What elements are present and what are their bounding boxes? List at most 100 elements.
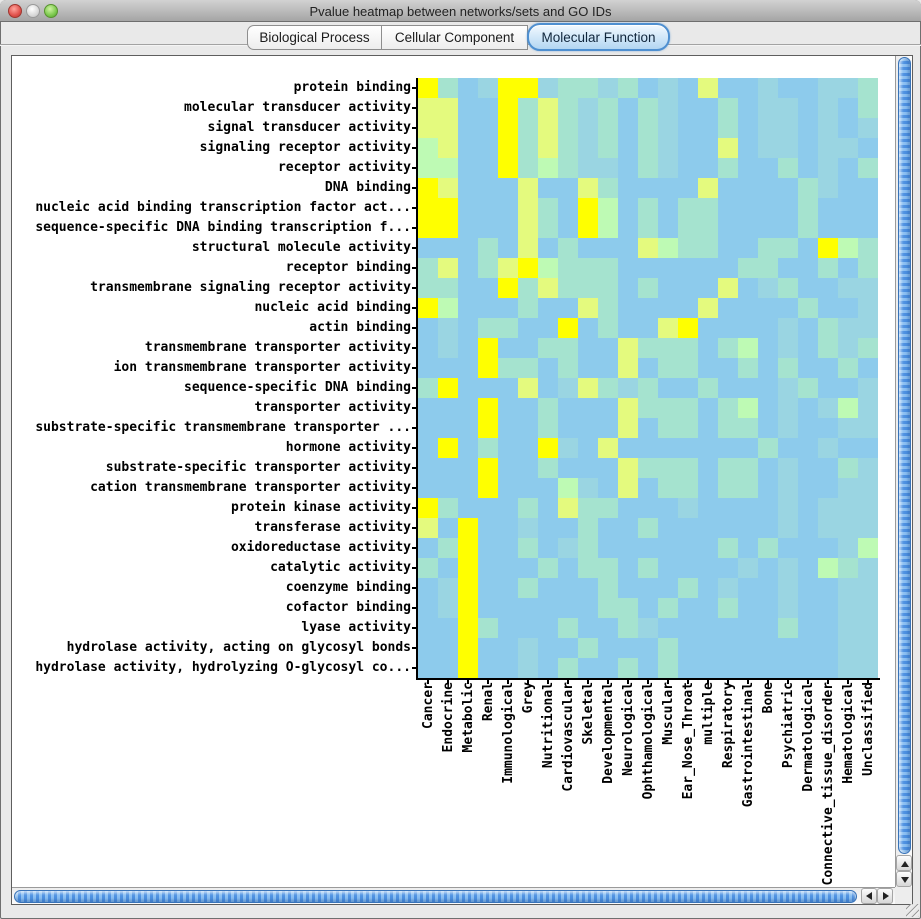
heatmap-cell xyxy=(598,358,618,378)
heatmap-cell xyxy=(798,338,818,358)
heatmap-cell xyxy=(478,198,498,218)
tab-cellular-component[interactable]: Cellular Component xyxy=(381,25,528,50)
heatmap-cell xyxy=(438,318,458,338)
heatmap-cell xyxy=(558,298,578,318)
heatmap-cell xyxy=(658,78,678,98)
heatmap-cell xyxy=(478,78,498,98)
heatmap-cell xyxy=(858,298,878,318)
heatmap-cell xyxy=(678,458,698,478)
column-tick-mark xyxy=(727,680,729,684)
heatmap-cell xyxy=(678,618,698,638)
heatmap-cell xyxy=(418,498,438,518)
heatmap-cell xyxy=(718,218,738,238)
heatmap-cell xyxy=(738,558,758,578)
column-tick-mark xyxy=(767,680,769,684)
scroll-left-button[interactable] xyxy=(861,888,877,904)
heatmap-cell xyxy=(478,438,498,458)
heatmap-cell xyxy=(718,638,738,658)
heatmap-cell xyxy=(458,558,478,578)
row-tick-mark xyxy=(412,327,416,329)
vertical-scrollbar-thumb[interactable] xyxy=(898,57,911,854)
heatmap-cell xyxy=(458,478,478,498)
row-tick-mark xyxy=(412,347,416,349)
heatmap-cell xyxy=(558,498,578,518)
heatmap-cell xyxy=(738,178,758,198)
tab-molecular-function[interactable]: Molecular Function xyxy=(527,23,670,51)
row-label: oxidoreductase activity xyxy=(230,540,411,555)
heatmap-cell xyxy=(618,658,638,678)
row-label: hydrolase activity, acting on glycosyl b… xyxy=(66,640,411,655)
heatmap-cell xyxy=(518,178,538,198)
heatmap-cell xyxy=(598,458,618,478)
heatmap-cell xyxy=(798,198,818,218)
tab-biological-process[interactable]: Biological Process xyxy=(247,25,381,50)
heatmap-cell xyxy=(538,658,558,678)
horizontal-scrollbar-track[interactable] xyxy=(12,887,895,904)
heatmap-cell xyxy=(818,558,838,578)
heatmap-cell xyxy=(538,198,558,218)
heatmap-cell xyxy=(858,478,878,498)
heatmap-cell xyxy=(518,438,538,458)
vertical-scrollbar-track[interactable] xyxy=(895,56,912,887)
heatmap-cell xyxy=(818,278,838,298)
row-tick-mark xyxy=(412,607,416,609)
heatmap-cell xyxy=(838,618,858,638)
heatmap-cell xyxy=(598,378,618,398)
scroll-down-button[interactable] xyxy=(896,871,912,887)
heatmap-cell xyxy=(778,598,798,618)
heatmap-cell xyxy=(698,338,718,358)
heatmap-cell xyxy=(438,138,458,158)
heatmap-cell xyxy=(458,198,478,218)
heatmap-cell xyxy=(458,238,478,258)
heatmap-cell xyxy=(598,398,618,418)
heatmap-cell xyxy=(858,458,878,478)
heatmap-cell xyxy=(518,578,538,598)
heatmap-cell xyxy=(478,558,498,578)
column-label: Respiratory xyxy=(721,682,736,769)
heatmap-cell xyxy=(818,658,838,678)
minimize-button[interactable] xyxy=(26,4,40,18)
heatmap-cell xyxy=(598,158,618,178)
heatmap-cell xyxy=(678,338,698,358)
heatmap-cell xyxy=(518,518,538,538)
row-tick-mark xyxy=(412,207,416,209)
column-tick-mark xyxy=(567,680,569,684)
close-button[interactable] xyxy=(8,4,22,18)
scroll-up-button[interactable] xyxy=(896,855,912,871)
horizontal-scrollbar-thumb[interactable] xyxy=(14,890,857,903)
heatmap-cell xyxy=(678,518,698,538)
heatmap-cell xyxy=(638,378,658,398)
heatmap-cell xyxy=(738,578,758,598)
heatmap-cell xyxy=(558,538,578,558)
heatmap-cell xyxy=(678,398,698,418)
heatmap-cell xyxy=(738,518,758,538)
heatmap-cell xyxy=(598,538,618,558)
y-axis-line xyxy=(416,78,418,680)
window-resize-grip[interactable] xyxy=(906,904,919,917)
heatmap-cell xyxy=(678,378,698,398)
zoom-button[interactable] xyxy=(44,4,58,18)
heatmap-cell xyxy=(538,118,558,138)
heatmap-cell xyxy=(818,318,838,338)
title-bar[interactable]: Pvalue heatmap between networks/sets and… xyxy=(0,0,921,22)
scroll-right-button[interactable] xyxy=(877,888,893,904)
heatmap-cell xyxy=(438,198,458,218)
heatmap-cell xyxy=(598,98,618,118)
heatmap-cell xyxy=(518,238,538,258)
heatmap-cell xyxy=(698,618,718,638)
heatmap-cell xyxy=(838,178,858,198)
heatmap-cell xyxy=(578,638,598,658)
heatmap-cell xyxy=(538,378,558,398)
heatmap-cell xyxy=(718,178,738,198)
heatmap-cell xyxy=(658,578,678,598)
heatmap-cell xyxy=(858,378,878,398)
heatmap-cell xyxy=(738,398,758,418)
heatmap-cell xyxy=(598,498,618,518)
heatmap-cell xyxy=(798,478,818,498)
heatmap-cell xyxy=(678,118,698,138)
heatmap-cell xyxy=(578,198,598,218)
column-tick-mark xyxy=(827,680,829,684)
heatmap-cell xyxy=(478,658,498,678)
heatmap-cell xyxy=(478,478,498,498)
heatmap-cell xyxy=(418,118,438,138)
